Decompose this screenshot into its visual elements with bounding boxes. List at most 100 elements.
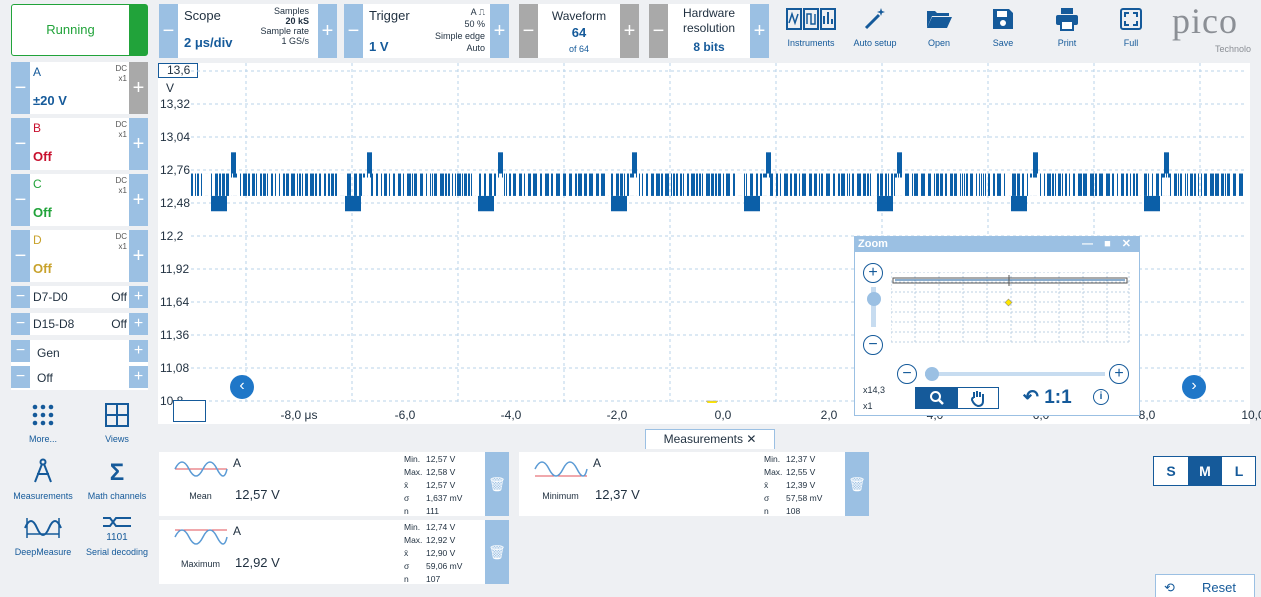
measurement-stats: Min. 12,74 V Max. 12,92 V x̄ 12,90 V σ 59,06… bbox=[404, 522, 463, 584]
scope-decrease-button[interactable]: − bbox=[159, 4, 178, 58]
channel-d-increase-button[interactable]: + bbox=[129, 230, 148, 282]
trigger-increase-button[interactable]: + bbox=[490, 4, 509, 58]
channel-a-probe: x1 bbox=[118, 74, 127, 83]
channel-b-increase-button[interactable]: + bbox=[129, 118, 148, 170]
pan-tool-button[interactable] bbox=[958, 388, 998, 408]
resolution-decrease-button[interactable]: − bbox=[649, 4, 668, 58]
instruments-button[interactable]: Instruments bbox=[778, 4, 844, 52]
generator-panel[interactable]: − Gen + − Off + bbox=[11, 340, 148, 390]
scroll-right-button[interactable]: › bbox=[1182, 375, 1206, 399]
digital-d15-d8-decrease-button[interactable]: − bbox=[11, 313, 30, 335]
undo-icon: ↶ bbox=[1023, 387, 1039, 408]
views-button[interactable]: Views bbox=[84, 402, 150, 444]
horizontal-zoom-handle[interactable] bbox=[925, 367, 939, 381]
measurement-card-minimum[interactable]: A Minimum 12,37 V Min. 12,37 V Max. 12,55 … bbox=[519, 452, 869, 516]
y-axis-tick-label: 13,32 bbox=[160, 97, 191, 111]
full-screen-button[interactable]: Full bbox=[1098, 4, 1164, 52]
full-screen-icon bbox=[1120, 8, 1142, 30]
deepmeasure-button[interactable]: DeepMeasure bbox=[10, 514, 76, 557]
vertical-zoom-handle[interactable] bbox=[867, 292, 881, 306]
resolution-increase-button[interactable]: + bbox=[750, 4, 769, 58]
channel-c-range[interactable]: Off bbox=[33, 205, 52, 220]
delete-measurement-button[interactable]: 🗑 bbox=[485, 452, 509, 516]
measurements-button[interactable]: Measurements bbox=[10, 458, 76, 501]
zoom-tool-button[interactable] bbox=[916, 388, 958, 408]
trigger-decrease-button[interactable]: − bbox=[344, 4, 363, 58]
size-large-button[interactable]: L bbox=[1234, 463, 1244, 479]
waveform-number[interactable]: 64 bbox=[571, 25, 587, 40]
vertical-zoom-slider[interactable] bbox=[871, 287, 876, 327]
zoom-in-horizontal-button[interactable]: + bbox=[1109, 364, 1129, 384]
trash-icon: 🗑 bbox=[488, 544, 506, 560]
run-stop-button[interactable]: Running bbox=[11, 4, 148, 56]
print-button[interactable]: Print bbox=[1034, 4, 1100, 52]
delete-measurement-button[interactable]: 🗑 bbox=[485, 520, 509, 584]
channel-c-increase-button[interactable]: + bbox=[129, 174, 148, 226]
more-button[interactable]: More... bbox=[10, 402, 76, 444]
run-status-label: Running bbox=[46, 22, 95, 37]
trigger-type[interactable]: Simple edge bbox=[434, 31, 485, 41]
generator-name: Gen bbox=[37, 346, 60, 360]
channel-d-range[interactable]: Off bbox=[33, 261, 52, 276]
open-button[interactable]: Open bbox=[906, 4, 972, 52]
measurement-card-maximum[interactable]: A Maximum 12,92 V Min. 12,74 V Max. 12,92 … bbox=[159, 520, 509, 584]
info-icon[interactable]: i bbox=[1093, 389, 1109, 405]
close-icon[interactable]: ✕ bbox=[746, 432, 757, 446]
delete-measurement-button[interactable]: 🗑 bbox=[845, 452, 869, 516]
auto-setup-button[interactable]: Auto setup bbox=[842, 4, 908, 52]
trigger-mode[interactable]: Auto bbox=[466, 43, 485, 53]
channel-d-panel[interactable]: − D DC x1 Off + bbox=[11, 230, 148, 282]
size-small-button[interactable]: S bbox=[1166, 463, 1176, 479]
waveform-next-button[interactable]: + bbox=[620, 4, 639, 58]
channel-b-decrease-button[interactable]: − bbox=[11, 118, 30, 170]
channel-a-increase-button[interactable]: + bbox=[129, 62, 148, 114]
waveform-count: of 64 bbox=[568, 44, 590, 54]
y-axis-bottom-label-box[interactable] bbox=[173, 400, 206, 422]
size-medium-button[interactable]: M bbox=[1188, 457, 1222, 485]
channel-d-decrease-button[interactable]: − bbox=[11, 230, 30, 282]
measurement-channel: A bbox=[233, 456, 242, 470]
waveform-previous-button[interactable]: − bbox=[519, 4, 538, 58]
channel-b-panel[interactable]: − B DC x1 Off + bbox=[11, 118, 148, 170]
serial-decoding-button[interactable]: 1101 Serial decoding bbox=[84, 514, 150, 557]
trigger-level[interactable]: 1 V bbox=[369, 39, 389, 54]
zoom-out-vertical-button[interactable]: − bbox=[863, 335, 883, 355]
channel-a-range[interactable]: ±20 V bbox=[33, 93, 67, 108]
reset-zoom-button[interactable]: ↶ 1:1 bbox=[1023, 386, 1072, 409]
channel-a-decrease-button[interactable]: − bbox=[11, 62, 30, 114]
save-button[interactable]: Save bbox=[970, 4, 1036, 52]
samples-value[interactable]: 20 kS bbox=[285, 16, 309, 26]
channel-a-panel[interactable]: − A DC x1 ±20 V + bbox=[11, 62, 148, 114]
instruments-icon bbox=[786, 8, 836, 30]
trigger-channel: A bbox=[470, 7, 477, 17]
y-axis-top-label[interactable]: 13,6 bbox=[158, 63, 198, 78]
measurements-tab[interactable]: Measurements ✕ bbox=[645, 429, 775, 449]
resolution-value[interactable]: 8 bits bbox=[693, 40, 725, 54]
reset-button[interactable]: ⟲ Reset bbox=[1155, 574, 1255, 597]
channel-c-decrease-button[interactable]: − bbox=[11, 174, 30, 226]
digital-d7-d0-increase-button[interactable]: + bbox=[129, 286, 148, 308]
resolution-title-1: Hardware bbox=[682, 6, 736, 20]
measurement-card-mean[interactable]: A Mean 12,57 V Min. 12,57 V Max. 12,58 V x… bbox=[159, 452, 509, 516]
digital-d7-d0-panel[interactable]: − D7-D0 Off + bbox=[11, 286, 148, 308]
zoom-overview[interactable] bbox=[891, 272, 1131, 352]
generator-decrease-button[interactable]: − bbox=[11, 340, 30, 362]
scroll-left-button[interactable]: ‹ bbox=[230, 375, 254, 399]
timebase-value[interactable]: 2 μs/div bbox=[184, 35, 233, 50]
serial-decoding-label: Serial decoding bbox=[85, 547, 149, 557]
channel-b-range[interactable]: Off bbox=[33, 149, 52, 164]
digital-d15-d8-increase-button[interactable]: + bbox=[129, 313, 148, 335]
zoom-window-controls[interactable]: — ■ ✕ bbox=[1082, 238, 1135, 250]
math-channels-button[interactable]: Σ Math channels bbox=[84, 458, 150, 501]
horizontal-zoom-slider[interactable] bbox=[925, 372, 1105, 376]
generator-state-decrease-button[interactable]: − bbox=[11, 366, 30, 388]
zoom-in-vertical-button[interactable]: + bbox=[863, 263, 883, 283]
scope-increase-button[interactable]: + bbox=[318, 4, 337, 58]
digital-d15-d8-panel[interactable]: − D15-D8 Off + bbox=[11, 313, 148, 335]
zoom-out-horizontal-button[interactable]: − bbox=[897, 364, 917, 384]
channel-c-panel[interactable]: − C DC x1 Off + bbox=[11, 174, 148, 226]
generator-increase-button[interactable]: + bbox=[129, 340, 148, 362]
trash-icon: 🗑 bbox=[848, 476, 866, 492]
generator-state-increase-button[interactable]: + bbox=[129, 366, 148, 388]
digital-d7-d0-decrease-button[interactable]: − bbox=[11, 286, 30, 308]
